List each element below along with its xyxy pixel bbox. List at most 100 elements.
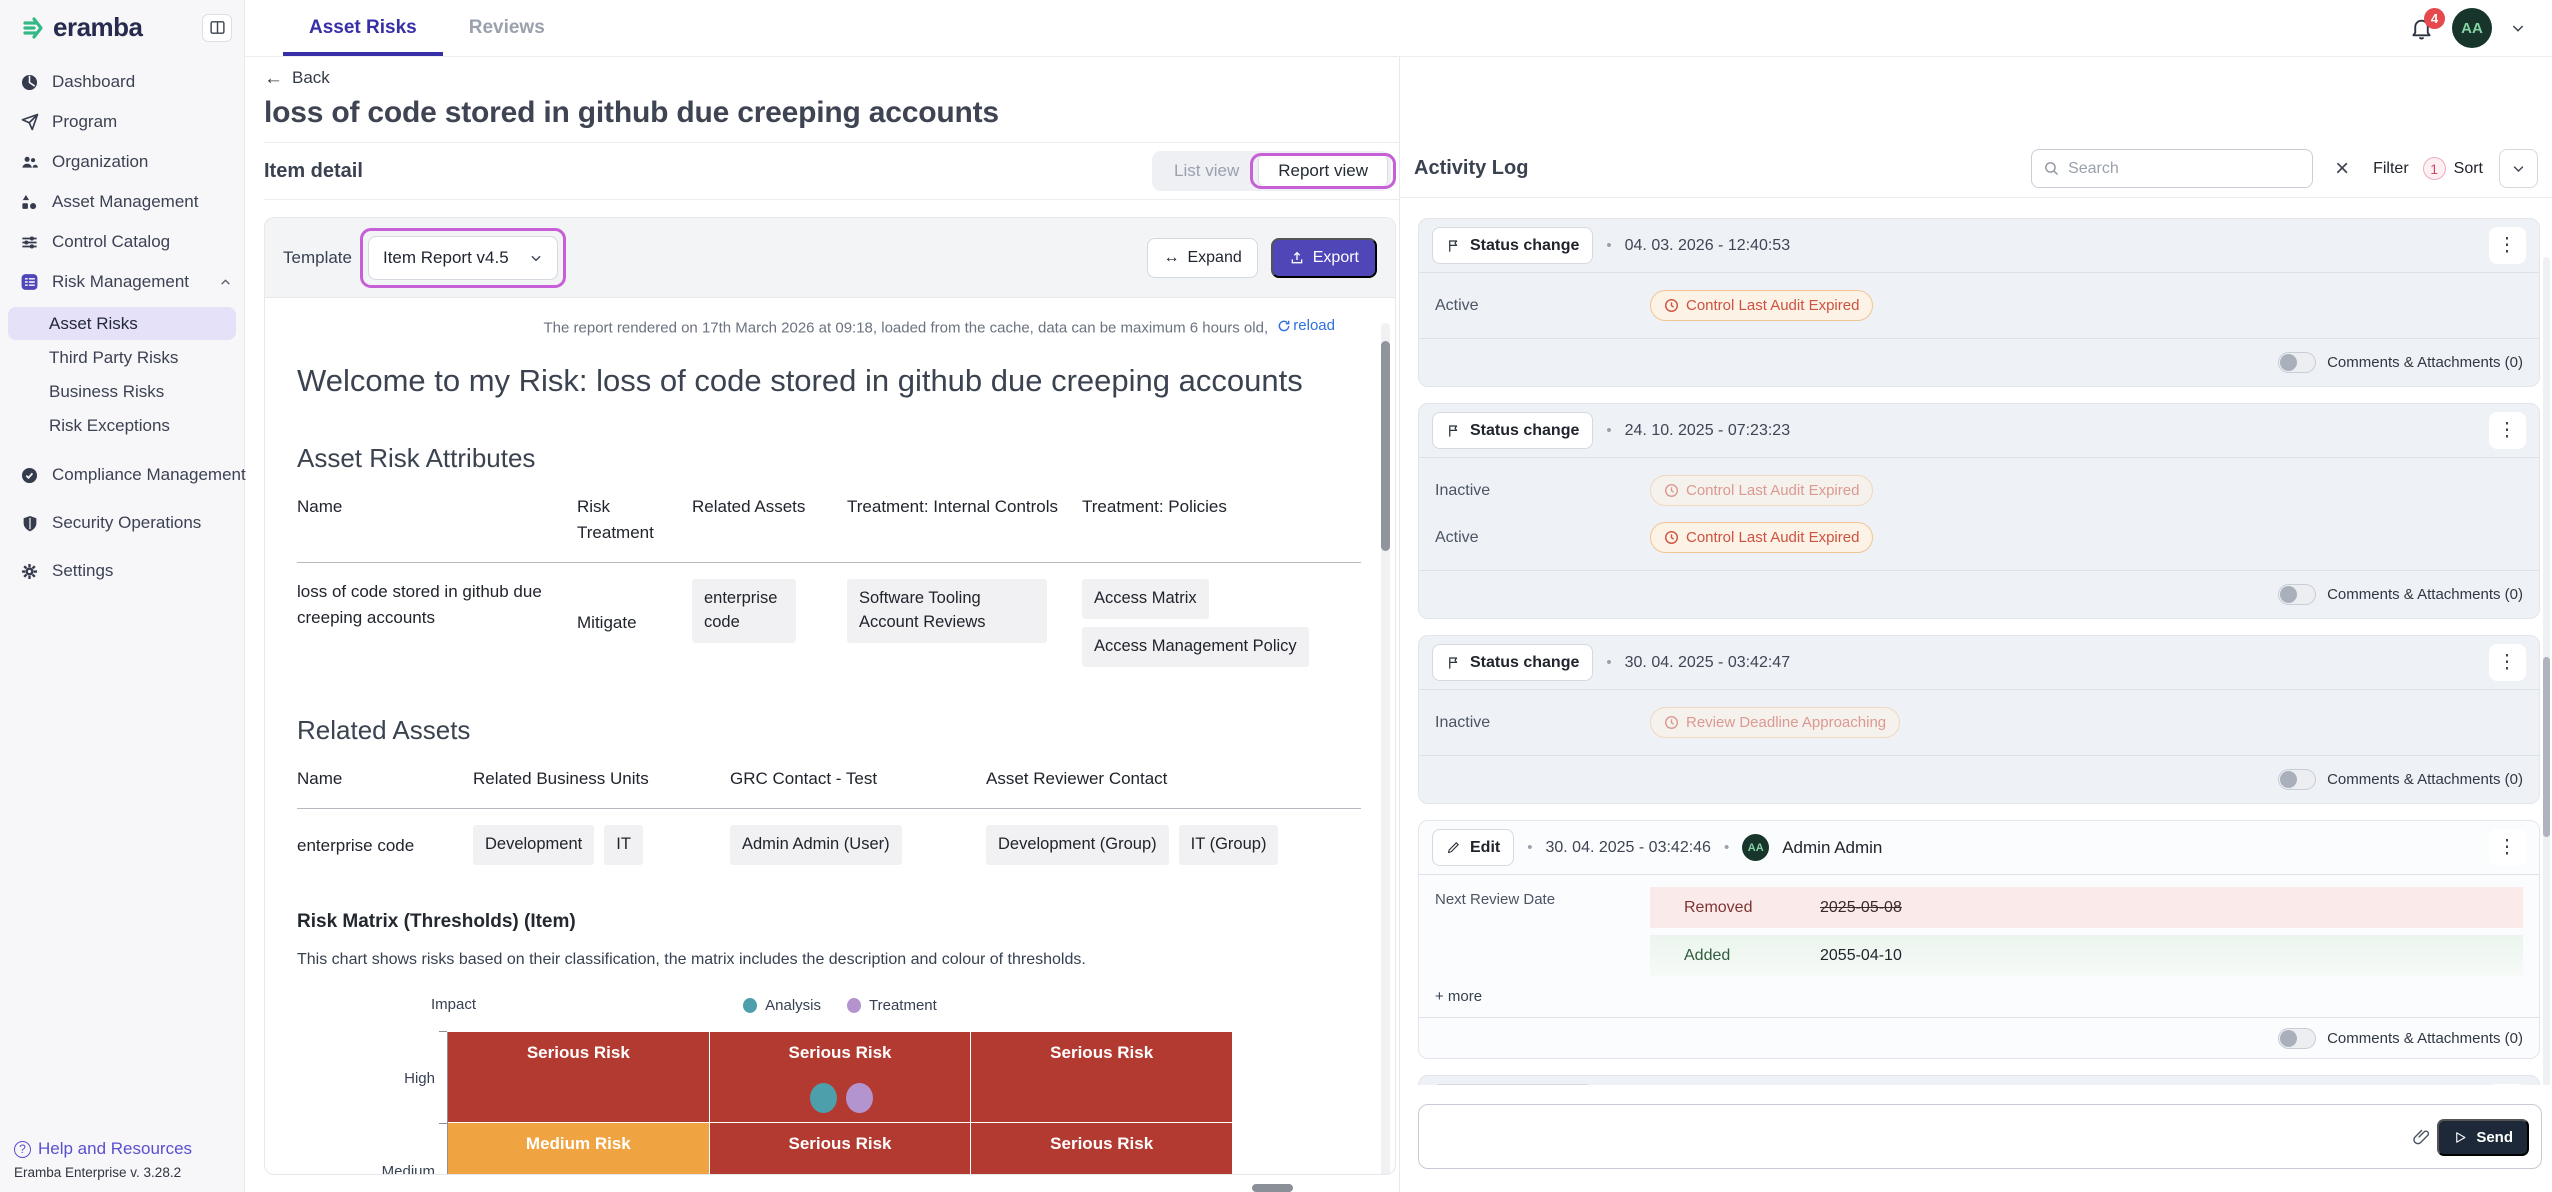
comments-toggle[interactable]	[2278, 769, 2317, 790]
related-assets-heading: Related Assets	[297, 715, 471, 746]
collapse-sidebar-button[interactable]	[202, 13, 232, 42]
sidebar-item-program[interactable]: Program	[0, 107, 244, 137]
sidebar-item-asset-management[interactable]: Asset Management	[0, 187, 244, 217]
sidebar-item-security-operations[interactable]: Security Operations	[0, 508, 244, 538]
activity-log-topspace	[1400, 57, 2552, 140]
horizontal-scrollbar-thumb[interactable]	[1252, 1184, 1293, 1192]
grc-contact-cell: Admin Admin (User)	[730, 825, 986, 866]
comment-input[interactable]: Send	[1418, 1104, 2542, 1169]
sort-button[interactable]: Sort	[2453, 159, 2483, 177]
report-scrollbar-thumb[interactable]	[1381, 341, 1390, 551]
control-badge: Software Tooling Account Reviews	[847, 579, 1047, 644]
chevron-up-icon	[219, 276, 232, 289]
comments-toggle[interactable]	[2278, 584, 2317, 605]
list-view-button[interactable]: List view	[1174, 161, 1240, 180]
tab-asset-risks[interactable]: Asset Risks	[283, 0, 443, 56]
sidebar-item-risk-exceptions[interactable]: Risk Exceptions	[8, 409, 236, 442]
legend-label: Treatment	[869, 996, 937, 1014]
export-label: Export	[1312, 248, 1359, 266]
sidebar-item-label: Settings	[52, 561, 114, 580]
dot-separator: •	[1527, 839, 1533, 856]
entry-header: Edit • 30. 04. 2025 - 03:42:46 • AA Admi…	[1419, 821, 2539, 874]
sidebar-item-dashboard[interactable]: Dashboard	[0, 67, 244, 97]
entry-menu-button[interactable]: ⋮	[2489, 227, 2526, 264]
tab-reviews[interactable]: Reviews	[468, 17, 545, 38]
activity-scrollbar[interactable]	[2543, 257, 2550, 1142]
topbar-right: 4 AA	[2409, 0, 2552, 56]
divider	[1419, 689, 2539, 690]
risk-matrix-chart: Impact Analysis Treatment	[297, 995, 1361, 1174]
title-divider	[264, 142, 1399, 143]
sidebar-item-compliance-management[interactable]: Compliance Management	[0, 460, 246, 490]
clear-filter-icon[interactable]: ×	[2335, 154, 2350, 182]
analysis-marker[interactable]	[809, 1083, 837, 1114]
removed-label: Removed	[1684, 898, 1753, 916]
comments-toggle[interactable]	[2278, 1027, 2317, 1049]
activity-scrollbar-thumb[interactable]	[2543, 657, 2550, 837]
clock-icon	[1664, 715, 1679, 730]
search-input[interactable]	[2068, 159, 2302, 178]
entry-body: Inactive Review Deadline Approaching	[1419, 690, 2539, 755]
sidebar-item-control-catalog[interactable]: Control Catalog	[0, 227, 244, 257]
send-button[interactable]: Send	[2437, 1119, 2529, 1156]
eramba-logo-icon	[20, 16, 46, 40]
sidebar-item-asset-risks[interactable]: Asset Risks	[8, 307, 236, 340]
expand-button[interactable]: ↔ Expand	[1147, 237, 1258, 278]
sidebar-item-label: Control Catalog	[52, 232, 171, 251]
entry-menu-button[interactable]: ⋮	[2489, 412, 2526, 449]
divider	[1419, 755, 2539, 756]
badge-label: Control Last Audit Expired	[1686, 297, 1860, 314]
reload-link[interactable]: reload	[1277, 317, 1335, 334]
sidebar-item-organization[interactable]: Organization	[0, 147, 244, 177]
clock-icon	[1664, 483, 1679, 498]
activity-search[interactable]	[2031, 149, 2314, 188]
activity-entry: Status change • 24. 10. 2025 - 07:23:23 …	[1418, 403, 2540, 619]
report-scrollbar[interactable]	[1381, 323, 1390, 1174]
risk-management-submenu: Asset Risks Third Party Risks Business R…	[8, 307, 236, 442]
matrix-cell: Serious Risk	[448, 1032, 710, 1124]
sidebar-item-settings[interactable]: Settings	[0, 556, 244, 586]
risk-name-cell: loss of code stored in github due creepi…	[297, 582, 542, 627]
help-and-resources-link[interactable]: ? Help and Resources	[14, 1139, 230, 1159]
sidebar-item-label: Security Operations	[52, 513, 202, 532]
sidebar-item-label: Risk Management	[52, 272, 190, 291]
comments-label: Comments & Attachments (0)	[2327, 354, 2523, 371]
entry-menu-button[interactable]: ⋮	[2489, 644, 2526, 681]
sidebar-item-risk-management[interactable]: Risk Management	[0, 267, 244, 297]
comments-toggle[interactable]	[2278, 352, 2317, 373]
user-menu-chevron-icon[interactable]	[2510, 20, 2526, 36]
treatment-marker[interactable]	[845, 1083, 873, 1114]
entry-menu-button[interactable]: ⋮	[2489, 1084, 2526, 1085]
sidebar-item-business-risks[interactable]: Business Risks	[8, 375, 236, 408]
back-arrow-icon: ←	[264, 67, 283, 89]
back-button[interactable]: ← Back	[264, 68, 1399, 88]
app-version: Eramba Enterprise v. 3.28.2	[14, 1165, 182, 1180]
column-header: Treatment: Internal Controls	[847, 496, 1059, 516]
sidebar-item-third-party-risks[interactable]: Third Party Risks	[8, 341, 236, 374]
cell-label: Medium Risk	[525, 1134, 631, 1154]
entry-type-label: Status change	[1470, 653, 1580, 671]
export-button[interactable]: Export	[1270, 237, 1377, 278]
business-units-cell: Development IT	[473, 825, 730, 866]
cell-label: Serious Risk	[1050, 1134, 1154, 1154]
search-icon	[2043, 160, 2060, 177]
content: ← Back loss of code stored in github due…	[245, 57, 2552, 1192]
avatar[interactable]: AA	[2452, 8, 2492, 48]
template-select[interactable]: Item Report v4.5	[367, 235, 558, 280]
related-assets-table: Name Related Business Units GRC Contact …	[297, 766, 1361, 866]
dashboard-icon	[20, 73, 39, 92]
policy-badge: Access Management Policy	[1082, 627, 1309, 668]
badge-label: Control Last Audit Expired	[1686, 529, 1860, 546]
state-row: Active Control Last Audit Expired	[1435, 514, 2523, 561]
more-link[interactable]: + more	[1435, 988, 1483, 1005]
filter-button[interactable]: Filter	[2373, 159, 2409, 177]
entry-menu-button[interactable]: ⋮	[2489, 829, 2526, 866]
entry-date: 24. 10. 2025 - 07:23:23	[1624, 421, 1791, 439]
notifications-button[interactable]: 4	[2409, 7, 2445, 41]
matrix-cell: Serious Risk	[709, 1032, 972, 1124]
report-view-button[interactable]: Report view	[1258, 153, 1388, 188]
eramba-logo[interactable]: eramba	[20, 12, 143, 43]
policy-badge: Access Matrix	[1082, 579, 1209, 620]
paperclip-icon[interactable]	[2412, 1127, 2431, 1146]
sort-chevron-button[interactable]	[2499, 149, 2538, 188]
